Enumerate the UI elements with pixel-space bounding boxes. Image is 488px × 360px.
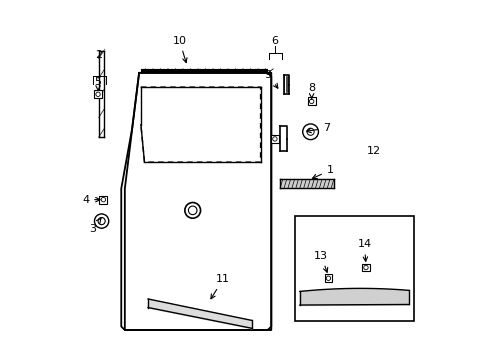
Bar xyxy=(294,216,413,321)
Text: 5: 5 xyxy=(94,77,102,90)
Bar xyxy=(307,98,315,105)
Text: 14: 14 xyxy=(357,239,371,261)
Text: 8: 8 xyxy=(307,83,315,99)
Bar xyxy=(99,196,107,203)
Text: 4: 4 xyxy=(82,195,100,204)
Text: 2: 2 xyxy=(95,50,102,60)
Text: 7: 7 xyxy=(306,123,329,133)
Text: 3: 3 xyxy=(89,219,101,234)
Bar xyxy=(270,135,278,143)
Bar xyxy=(361,264,369,271)
Bar xyxy=(94,90,102,98)
Text: 10: 10 xyxy=(172,36,186,63)
Bar xyxy=(324,274,332,282)
Text: 1: 1 xyxy=(312,165,333,179)
Text: 13: 13 xyxy=(314,251,327,272)
Text: 12: 12 xyxy=(366,146,380,156)
Text: 11: 11 xyxy=(210,274,229,299)
Text: 6: 6 xyxy=(271,36,278,46)
Text: 9: 9 xyxy=(264,69,277,88)
